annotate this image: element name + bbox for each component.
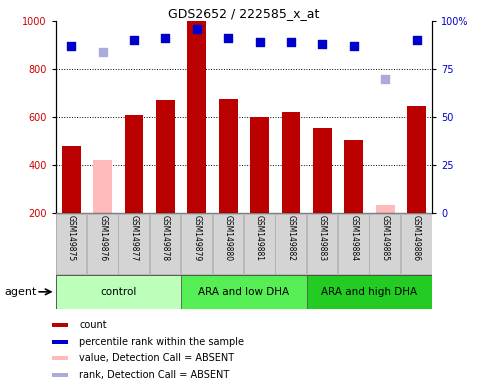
Bar bbox=[376, 205, 395, 213]
Bar bbox=[87, 214, 118, 274]
Point bbox=[68, 43, 75, 49]
Text: GSM149882: GSM149882 bbox=[286, 215, 296, 261]
Bar bbox=[125, 115, 143, 213]
Bar bbox=[338, 214, 369, 274]
Text: GSM149880: GSM149880 bbox=[224, 215, 233, 261]
Bar bbox=[181, 214, 212, 274]
Bar bbox=[313, 128, 332, 213]
Point bbox=[256, 39, 264, 45]
Text: control: control bbox=[100, 287, 137, 297]
Bar bbox=[250, 117, 269, 213]
Text: percentile rank within the sample: percentile rank within the sample bbox=[79, 337, 244, 347]
Text: ARA and low DHA: ARA and low DHA bbox=[199, 287, 289, 297]
Bar bbox=[53, 323, 68, 327]
Bar bbox=[56, 275, 181, 309]
Point bbox=[287, 39, 295, 45]
Text: GSM149885: GSM149885 bbox=[381, 215, 390, 261]
Bar bbox=[53, 340, 68, 344]
Text: GSM149875: GSM149875 bbox=[67, 215, 76, 261]
Text: GSM149884: GSM149884 bbox=[349, 215, 358, 261]
Bar bbox=[187, 21, 206, 213]
Bar bbox=[369, 214, 400, 274]
Point bbox=[130, 37, 138, 43]
Text: agent: agent bbox=[5, 287, 37, 297]
Bar bbox=[282, 112, 300, 213]
Point bbox=[99, 49, 107, 55]
Text: GSM149883: GSM149883 bbox=[318, 215, 327, 261]
Bar bbox=[307, 214, 338, 274]
Title: GDS2652 / 222585_x_at: GDS2652 / 222585_x_at bbox=[168, 7, 320, 20]
Bar bbox=[56, 214, 86, 274]
Bar bbox=[407, 106, 426, 213]
Text: GSM149881: GSM149881 bbox=[255, 215, 264, 261]
Bar bbox=[156, 100, 175, 213]
Point bbox=[412, 37, 420, 43]
Bar bbox=[275, 214, 306, 274]
Text: GSM149886: GSM149886 bbox=[412, 215, 421, 261]
Bar bbox=[150, 214, 181, 274]
Bar bbox=[53, 356, 68, 360]
Bar bbox=[181, 275, 307, 309]
Bar bbox=[401, 214, 432, 274]
Point bbox=[382, 76, 389, 82]
Point bbox=[319, 41, 327, 47]
Bar bbox=[219, 99, 238, 213]
Point bbox=[224, 35, 232, 41]
Text: count: count bbox=[79, 320, 107, 330]
Bar bbox=[118, 214, 149, 274]
Text: GSM149878: GSM149878 bbox=[161, 215, 170, 261]
Text: GSM149877: GSM149877 bbox=[129, 215, 139, 261]
Point bbox=[193, 26, 201, 32]
Point bbox=[350, 43, 357, 49]
Bar bbox=[62, 146, 81, 213]
Text: GSM149876: GSM149876 bbox=[98, 215, 107, 261]
Bar bbox=[307, 275, 432, 309]
Bar bbox=[93, 161, 112, 213]
Bar bbox=[244, 214, 275, 274]
Bar bbox=[344, 140, 363, 213]
Text: value, Detection Call = ABSENT: value, Detection Call = ABSENT bbox=[79, 353, 234, 363]
Bar bbox=[213, 214, 243, 274]
Text: rank, Detection Call = ABSENT: rank, Detection Call = ABSENT bbox=[79, 370, 229, 380]
Point bbox=[161, 35, 170, 41]
Bar bbox=[53, 373, 68, 377]
Text: ARA and high DHA: ARA and high DHA bbox=[321, 287, 418, 297]
Text: GSM149879: GSM149879 bbox=[192, 215, 201, 261]
